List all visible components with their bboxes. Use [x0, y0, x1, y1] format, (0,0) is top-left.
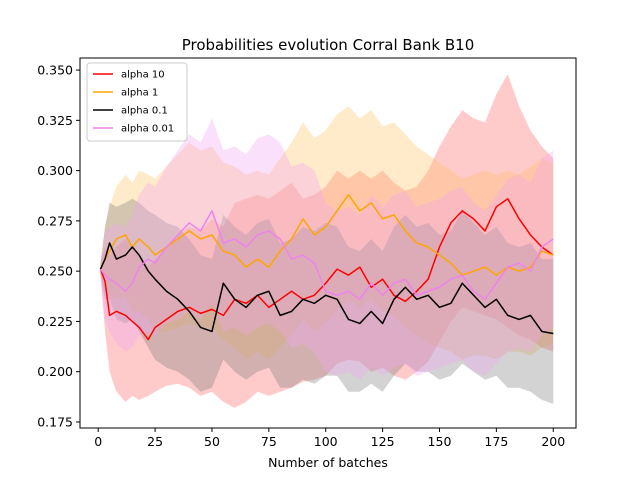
- series-lines: [99, 193, 554, 341]
- x-tick-label: 25: [147, 434, 163, 449]
- line-series-0: [99, 198, 554, 341]
- line-series-1: [99, 193, 554, 276]
- legend-label-1: alpha 1: [121, 88, 158, 99]
- x-axis: 0 25 50 75 100 125 150 175 200: [94, 428, 565, 449]
- x-tick-label: 150: [428, 434, 452, 449]
- band-series-3: [100, 118, 554, 380]
- y-tick-label: 0.175: [37, 414, 73, 429]
- y-tick-label: 0.275: [37, 213, 73, 228]
- y-tick-label: 0.325: [37, 113, 73, 128]
- band-series-2: [100, 198, 554, 404]
- y-tick-label: 0.300: [37, 163, 73, 178]
- y-tick-label: 0.250: [37, 264, 73, 279]
- line-series-2: [99, 242, 554, 335]
- x-axis-label: Number of batches: [268, 455, 388, 470]
- plot-area: [79, 57, 577, 429]
- band-series-1: [100, 106, 554, 360]
- x-tick-label: 200: [541, 434, 565, 449]
- legend-label-0: alpha 10: [121, 70, 165, 81]
- plot-frame: [79, 57, 577, 429]
- y-tick-label: 0.200: [37, 364, 73, 379]
- y-tick-label: 0.350: [37, 63, 73, 78]
- y-tick-label: 0.225: [37, 314, 73, 329]
- x-tick-label: 175: [484, 434, 508, 449]
- x-tick-label: 75: [261, 434, 277, 449]
- legend-box: [86, 62, 188, 142]
- y-axis: 0.175 0.200 0.225 0.250 0.275 0.300 0.325 0.350: [37, 63, 80, 429]
- legend-label-3: alpha 0.01: [121, 124, 174, 135]
- x-tick-label: 0: [94, 434, 102, 449]
- x-tick-label: 50: [204, 434, 220, 449]
- legend: alpha 10 alpha 1 alpha 0.1 alpha 0.01: [86, 62, 188, 142]
- x-tick-label: 125: [371, 434, 395, 449]
- legend-label-2: alpha 0.1: [121, 106, 168, 117]
- confidence-bands: [100, 74, 554, 408]
- x-tick-label: 100: [314, 434, 338, 449]
- chart-title: Probabilities evolution Corral Bank B10: [182, 36, 475, 54]
- line-series-3: [99, 210, 554, 301]
